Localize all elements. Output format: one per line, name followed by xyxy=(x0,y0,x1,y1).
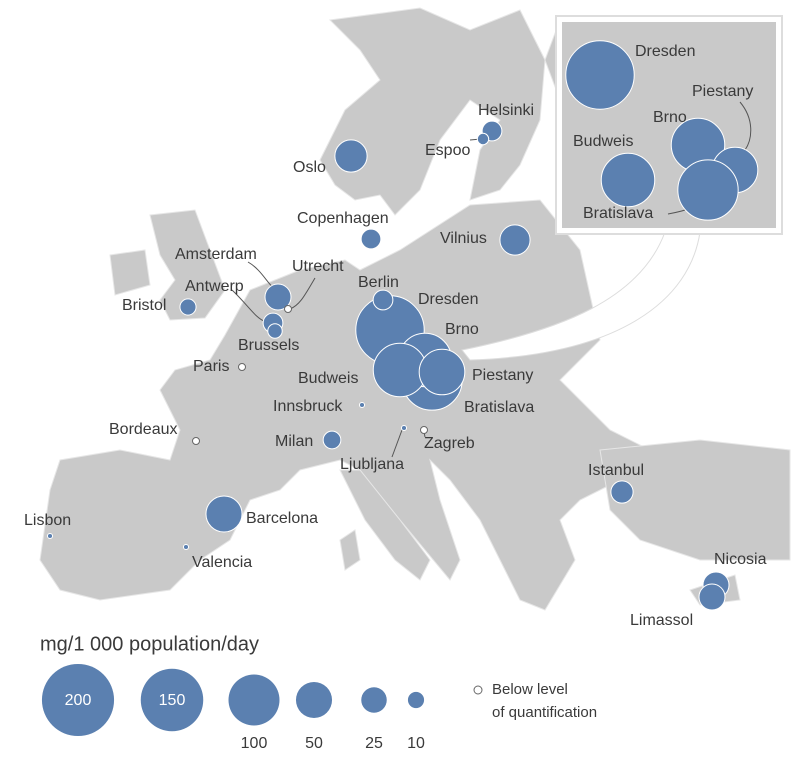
city-label: Espoo xyxy=(425,142,470,159)
city-label: Budweis xyxy=(298,370,358,387)
bubble xyxy=(372,289,394,311)
legend-bubble xyxy=(41,663,115,737)
labels: Dresden Brno Piestany Budweis Bratislava Berl… xyxy=(24,43,767,752)
bubble xyxy=(360,228,382,250)
city-label: Bratislava xyxy=(464,399,534,416)
legend-label: 25 xyxy=(365,735,383,752)
legend-label: 10 xyxy=(407,735,425,752)
legend-label: 200 xyxy=(65,692,92,709)
bubble xyxy=(610,480,634,504)
bubble xyxy=(677,159,739,221)
city-label: Nicosia xyxy=(714,551,767,568)
inset-label: Brno xyxy=(653,109,687,126)
inset-label: Dresden xyxy=(635,43,695,60)
city-label: Helsinki xyxy=(478,102,534,119)
legend-bubble xyxy=(140,668,204,732)
bubble xyxy=(179,298,197,316)
city-label: Ljubljana xyxy=(340,456,404,473)
bubble xyxy=(372,342,428,398)
bubble xyxy=(46,532,54,540)
city-label: Bristol xyxy=(122,297,166,314)
city-label: Innsbruck xyxy=(273,398,343,415)
city-label: Oslo xyxy=(293,159,326,176)
legend-label: 150 xyxy=(159,692,186,709)
city-label: Milan xyxy=(275,433,313,450)
legend-bubble xyxy=(228,674,280,726)
inset-label: Bratislava xyxy=(583,205,653,222)
bubble xyxy=(418,348,466,396)
bubble xyxy=(182,543,190,551)
bubble xyxy=(499,224,531,256)
legend-loq-label: Below level xyxy=(492,681,568,698)
city-label: Copenhagen xyxy=(297,210,389,227)
bubble xyxy=(358,401,366,409)
bubbles xyxy=(41,40,759,737)
city-label: Utrecht xyxy=(292,258,344,275)
city-label: Amsterdam xyxy=(175,246,257,263)
below-loq-marker xyxy=(238,363,246,371)
bubble xyxy=(267,323,283,339)
legend-loq-marker xyxy=(473,685,483,695)
city-label: Brussels xyxy=(238,337,299,354)
bubble xyxy=(400,424,408,432)
city-label: Zagreb xyxy=(424,435,475,452)
below-loq-marker xyxy=(420,426,428,434)
city-label: Bordeaux xyxy=(109,421,178,438)
bubble xyxy=(205,495,243,533)
city-label: Paris xyxy=(193,358,229,375)
city-label: Antwerp xyxy=(185,278,244,295)
city-label: Vilnius xyxy=(440,230,487,247)
city-label: Istanbul xyxy=(588,462,644,479)
city-label: Berlin xyxy=(358,274,399,291)
city-label: Barcelona xyxy=(246,510,318,527)
legend-bubble xyxy=(295,681,333,719)
bubble xyxy=(476,132,490,146)
legend-title: mg/1 000 population/day xyxy=(40,633,259,655)
city-label: Brno xyxy=(445,321,479,338)
bubble xyxy=(334,139,368,173)
bubble xyxy=(264,283,292,311)
bubble xyxy=(565,40,635,110)
city-label: Dresden xyxy=(418,291,478,308)
inset-label: Budweis xyxy=(573,133,633,150)
legend-label: 100 xyxy=(241,735,268,752)
bubble xyxy=(322,430,342,450)
legend-loq-label: of quantification xyxy=(492,704,597,721)
legend-bubble xyxy=(361,687,387,713)
city-label: Valencia xyxy=(192,554,252,571)
city-label: Limassol xyxy=(630,612,693,629)
city-label: Lisbon xyxy=(24,512,71,529)
legend-bubble xyxy=(407,691,425,709)
bubble xyxy=(698,583,726,611)
inset-label: Piestany xyxy=(692,83,753,100)
below-loq-marker xyxy=(192,437,200,445)
city-label: Piestany xyxy=(472,367,533,384)
legend-label: 50 xyxy=(305,735,323,752)
bubble xyxy=(600,152,656,208)
below-loq-marker xyxy=(284,305,292,313)
